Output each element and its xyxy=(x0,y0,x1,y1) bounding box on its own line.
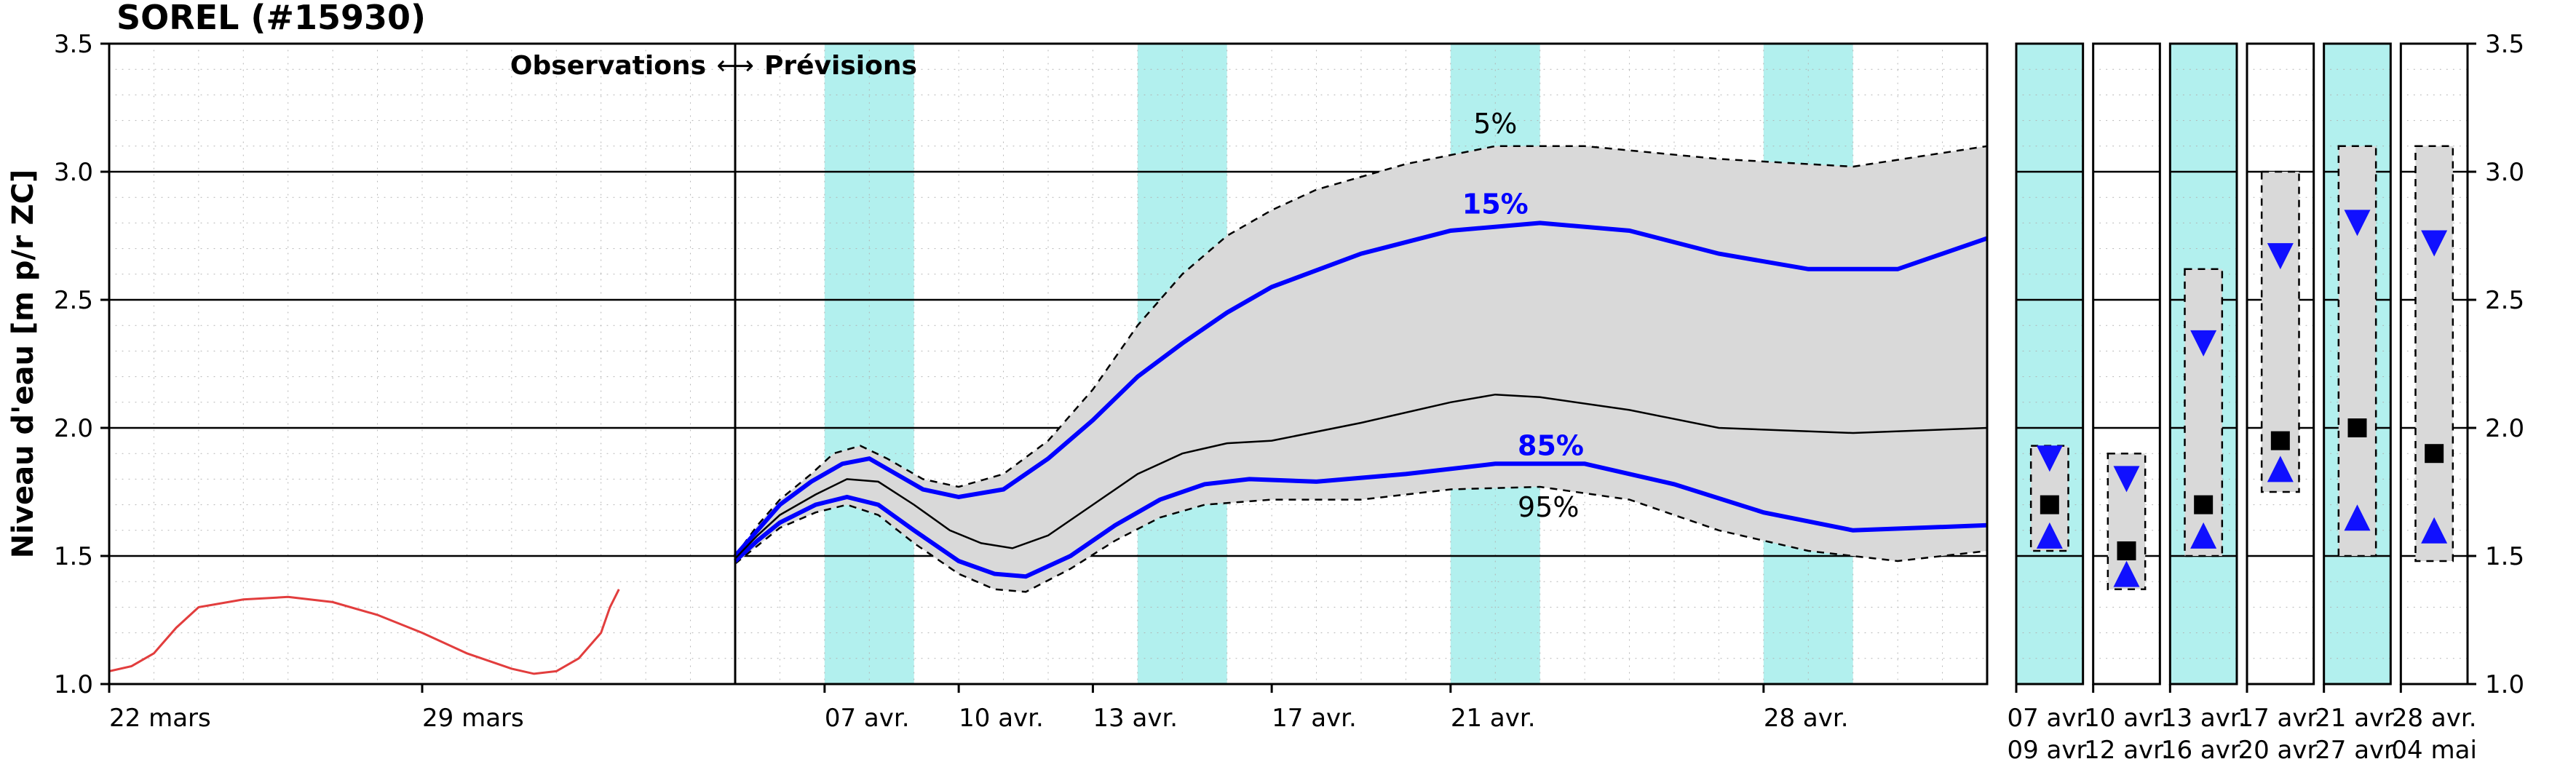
y-tick-label-right: 2.5 xyxy=(2485,286,2524,315)
panel-date-bottom: 16 avr. xyxy=(2161,736,2246,765)
panel-date-top: 07 avr. xyxy=(2007,704,2092,733)
panel-envelope-box xyxy=(2339,146,2376,556)
main-plot: 1.0 1.5 2.0 2.5 3.0 3.5 22 mars 29 mars 07 avr. 1… xyxy=(54,30,1987,733)
summary-panel: 17 avr. 20 avr. xyxy=(2238,44,2323,765)
y-tick-label: 3.0 xyxy=(54,158,93,187)
summary-panel: 10 avr. 12 avr. xyxy=(2084,44,2169,765)
panel-date-bottom: 12 avr. xyxy=(2084,736,2169,765)
label-85pct: 85% xyxy=(1518,429,1584,461)
median-square-icon xyxy=(2271,432,2290,450)
divider-arrow-icon: ⟷ xyxy=(716,51,754,81)
y-tick-label: 2.5 xyxy=(54,286,93,315)
y-tick-label-right: 3.0 xyxy=(2485,158,2524,187)
panel-date-top: 10 avr. xyxy=(2084,704,2169,733)
y-tick-label: 1.5 xyxy=(54,542,93,571)
x-tick-label: 13 avr. xyxy=(1093,704,1178,733)
label-5pct: 5% xyxy=(1473,108,1517,140)
y-tick-label: 1.0 xyxy=(54,670,93,699)
x-tick-label: 21 avr. xyxy=(1451,704,1536,733)
panel-date-top: 13 avr. xyxy=(2161,704,2246,733)
x-tick-label: 28 avr. xyxy=(1764,704,1849,733)
chart-container: 1.01.52.02.53.03.522 mars29 mars07 avr.1… xyxy=(0,0,2576,767)
y-tick-label-right: 2.0 xyxy=(2485,414,2524,443)
label-95pct: 95% xyxy=(1518,491,1579,523)
median-square-icon xyxy=(2194,496,2213,514)
median-square-icon xyxy=(2040,496,2059,514)
panel-date-bottom: 20 avr. xyxy=(2238,736,2323,765)
summary-panel: 28 avr. 04 mai xyxy=(2391,44,2476,765)
chart-svg: 1.01.52.02.53.03.522 mars29 mars07 avr.1… xyxy=(0,0,2576,767)
x-tick-label: 10 avr. xyxy=(959,704,1044,733)
y-tick-label-right: 3.5 xyxy=(2485,30,2524,59)
y-tick-label-right: 1.0 xyxy=(2485,670,2524,699)
label-15pct: 15% xyxy=(1462,188,1529,220)
median-square-icon xyxy=(2425,444,2444,463)
y-tick-label: 2.0 xyxy=(54,414,93,443)
x-tick-label: 29 mars xyxy=(422,704,524,733)
panel-date-top: 28 avr. xyxy=(2392,704,2477,733)
panel-date-bottom: 27 avr. xyxy=(2315,736,2400,765)
summary-panel: 07 avr. 09 avr. xyxy=(2007,44,2092,765)
y-tick-label: 3.5 xyxy=(54,30,93,59)
panel-date-bottom: 09 avr. xyxy=(2007,736,2092,765)
panel-date-top: 17 avr. xyxy=(2238,704,2323,733)
previsions-label: Prévisions xyxy=(764,51,917,81)
panel-date-bottom: 04 mai xyxy=(2391,736,2476,765)
x-tick-label: 07 avr. xyxy=(825,704,910,733)
chart-title: SOREL (#15930) xyxy=(116,0,426,37)
y-tick-label-right: 1.5 xyxy=(2485,542,2524,571)
y-axis-title: Niveau d'eau [m p/r ZC] xyxy=(7,170,40,559)
x-tick-label: 22 mars xyxy=(109,704,211,733)
median-square-icon xyxy=(2117,541,2136,560)
panel-envelope-box xyxy=(2416,146,2453,561)
summary-panel: 13 avr. 16 avr. xyxy=(2161,44,2246,765)
summary-panel: 21 avr. 27 avr. xyxy=(2315,44,2400,765)
median-square-icon xyxy=(2348,418,2367,437)
panel-date-top: 21 avr. xyxy=(2315,704,2400,733)
x-tick-label: 17 avr. xyxy=(1272,704,1357,733)
observations-label: Observations xyxy=(510,51,706,81)
